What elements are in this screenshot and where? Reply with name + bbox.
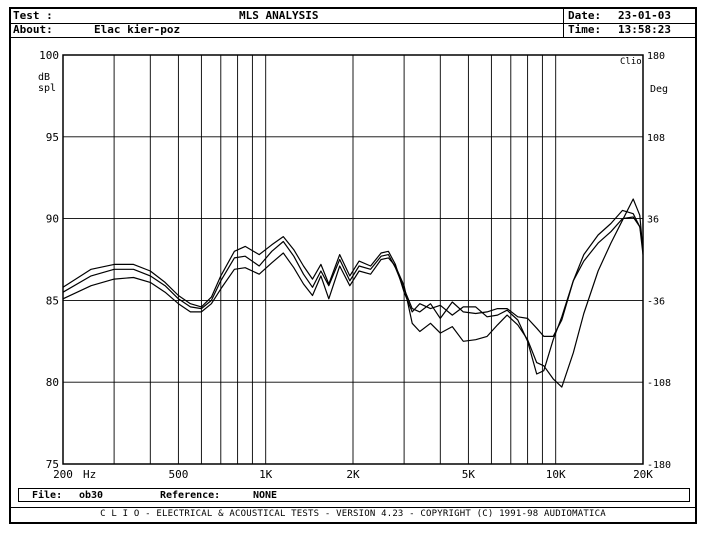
y-axis-label-db: dB bbox=[38, 72, 50, 83]
x-tick-label: 5K bbox=[462, 468, 476, 481]
date-label: Date: bbox=[568, 9, 602, 22]
header-row-2: About: Elac kier-poz Time: 13:58:23 bbox=[9, 23, 697, 37]
footer-divider bbox=[9, 507, 697, 508]
y-tick-label: 95 bbox=[46, 131, 59, 144]
x-axis-label: Hz bbox=[83, 468, 96, 481]
y2-tick-label: 108 bbox=[647, 133, 665, 144]
x-tick-label: 10K bbox=[546, 468, 566, 481]
x-tick-labels: 200 500 1K 2K 5K 10K 20K bbox=[53, 468, 653, 481]
copyright-line: C L I O - ELECTRICAL & ACOUSTICAL TESTS … bbox=[100, 509, 606, 519]
y-tick-label: 75 bbox=[46, 458, 59, 471]
x-tick-label: 200 bbox=[53, 468, 73, 481]
reference-label: Reference: bbox=[160, 490, 221, 501]
header-separator bbox=[563, 9, 564, 37]
date-value: 23-01-03 bbox=[618, 9, 671, 22]
y-tick-label: 100 bbox=[39, 49, 59, 62]
about-value: Elac kier-poz bbox=[94, 23, 181, 36]
reference-value: NONE bbox=[253, 490, 278, 501]
header-bottom-line bbox=[9, 37, 697, 38]
plot-border bbox=[62, 54, 644, 465]
grid bbox=[63, 55, 643, 464]
x-tick-label: 2K bbox=[346, 468, 360, 481]
time-value: 13:58:23 bbox=[618, 23, 671, 36]
x-tick-label: 20K bbox=[633, 468, 653, 481]
page-title: MLS ANALYSIS bbox=[239, 9, 319, 22]
file-label: File: bbox=[32, 490, 63, 501]
window-frame bbox=[9, 7, 697, 524]
y2-tick-label: -36 bbox=[647, 296, 665, 307]
series-line-3 bbox=[62, 198, 644, 388]
clio-corner-label: Clio bbox=[620, 57, 642, 67]
time-label: Time: bbox=[568, 23, 602, 36]
series-line-2 bbox=[62, 209, 644, 337]
y2-tick-label: -108 bbox=[647, 378, 671, 389]
y2-tick-label: -180 bbox=[647, 460, 671, 471]
y2-tick-labels: -180 -108 -36 36 108 180 bbox=[647, 51, 671, 471]
header-row-1: Test : MLS ANALYSIS Date: 23-01-03 bbox=[9, 9, 697, 23]
test-label: Test : bbox=[13, 9, 53, 22]
about-label: About: bbox=[13, 23, 53, 36]
file-info-box bbox=[18, 488, 690, 502]
y-tick-labels: 75 80 85 90 95 100 bbox=[39, 49, 59, 471]
file-value: ob30 bbox=[79, 490, 104, 501]
y2-axis-label: Deg bbox=[650, 84, 668, 95]
x-tick-label: 1K bbox=[259, 468, 273, 481]
header-divider bbox=[9, 23, 697, 24]
series-group bbox=[62, 198, 644, 388]
y-tick-label: 80 bbox=[46, 376, 59, 389]
y2-tick-label: 36 bbox=[647, 215, 659, 226]
x-tick-label: 500 bbox=[168, 468, 188, 481]
y-tick-label: 90 bbox=[46, 213, 59, 226]
y2-tick-label: 180 bbox=[647, 51, 665, 62]
y-tick-label: 85 bbox=[46, 294, 59, 307]
y-axis-label-spl: spl bbox=[38, 83, 56, 94]
